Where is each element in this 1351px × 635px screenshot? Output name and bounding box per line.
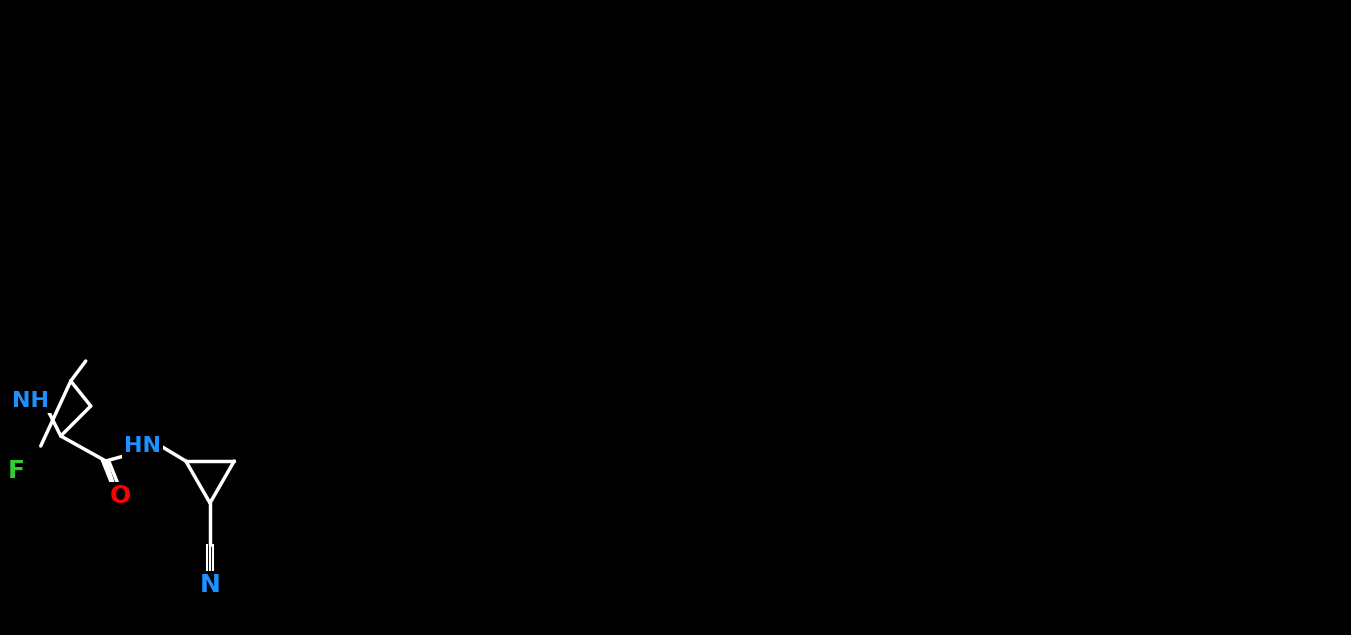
Text: N: N [200, 573, 220, 597]
Text: HN: HN [124, 436, 161, 456]
Text: O: O [111, 484, 131, 508]
Text: F: F [7, 459, 24, 483]
Text: NH: NH [12, 391, 49, 411]
